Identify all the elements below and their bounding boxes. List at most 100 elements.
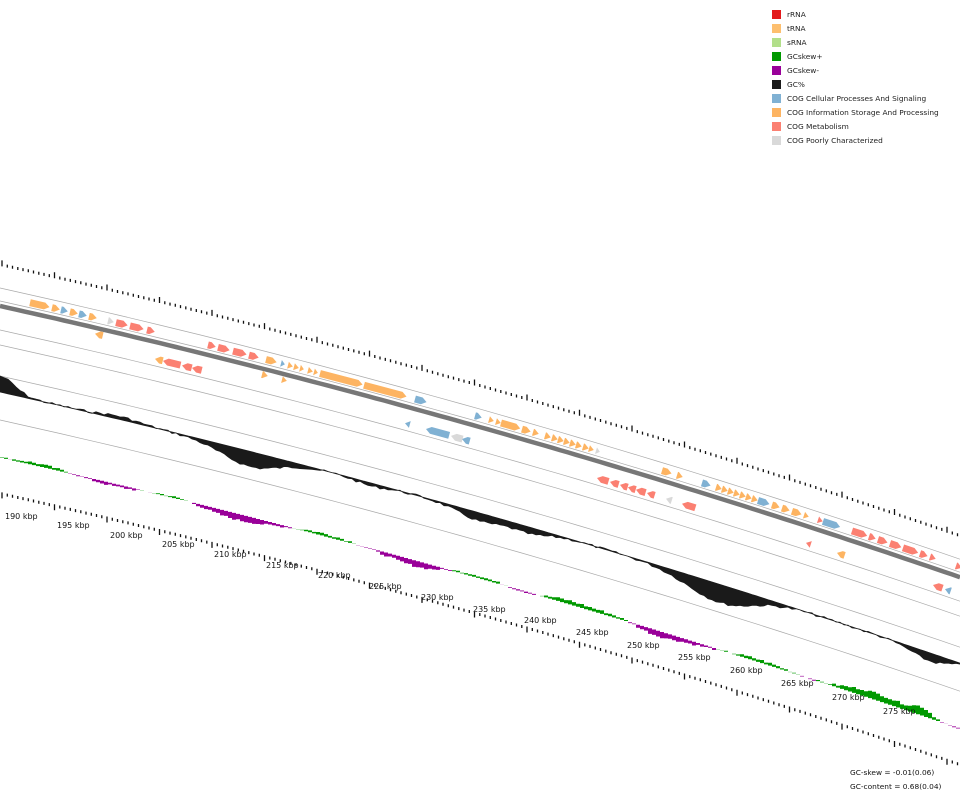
gene-arrow-66 <box>281 376 287 383</box>
gene-arrow-10 <box>146 326 155 335</box>
gene-arrow-1 <box>29 299 50 310</box>
gene-arrow-45 <box>726 487 734 495</box>
gene-arrow-33 <box>557 436 564 444</box>
gene-arrow-31 <box>544 432 551 440</box>
gene-arrow-47 <box>738 491 746 499</box>
gene-arrow-14 <box>248 351 259 360</box>
gene-arrow-17 <box>287 361 293 369</box>
kbp-label-235: 235 kbp <box>473 605 506 614</box>
tick-marks-bottom <box>1 492 959 766</box>
gene-arrow-87 <box>945 587 952 595</box>
kbp-label-190: 190 kbp <box>5 512 38 521</box>
genome-backbone <box>0 303 960 580</box>
gene-arrow-64 <box>954 562 960 570</box>
gene-arrow-60 <box>888 540 902 550</box>
gene-arrow-9 <box>129 322 144 332</box>
gene-arrow-16 <box>280 360 285 367</box>
gene-arrow-32 <box>551 434 558 442</box>
guide-line-5 <box>0 375 960 648</box>
gene-arrow-78 <box>620 482 629 491</box>
gene-arrow-77 <box>610 479 620 488</box>
gene-arrow-53 <box>790 507 802 517</box>
gene-arrow-69 <box>163 358 182 369</box>
gene-arrow-73 <box>426 426 451 439</box>
gene-arrow-5 <box>78 310 87 318</box>
gene-arrow-41 <box>675 471 683 479</box>
gene-arrow-25 <box>474 412 482 420</box>
gene-arrow-68 <box>155 356 164 365</box>
gene-arrow-21 <box>313 368 318 376</box>
gene-arrow-71 <box>192 365 203 374</box>
gene-arrow-28 <box>500 419 521 431</box>
gene-arrow-19 <box>299 364 304 372</box>
gene-arrow-84 <box>806 541 812 548</box>
kbp-label-215: 215 kbp <box>266 561 299 570</box>
gene-arrow-20 <box>307 367 313 374</box>
kbp-label-255: 255 kbp <box>678 653 711 662</box>
gene-arrow-35 <box>569 439 576 447</box>
gene-arrow-70 <box>182 363 193 372</box>
feature-track <box>29 299 960 595</box>
gene-arrow-79 <box>628 485 637 493</box>
sequence-stats: GC-skew = -0.01(0.06) GC-content = 0.68(… <box>850 766 941 794</box>
kbp-label-250: 250 kbp <box>627 641 660 650</box>
gene-arrow-76 <box>597 476 610 485</box>
guide-line-4 <box>0 344 960 617</box>
kbp-label-220: 220 kbp <box>318 571 351 580</box>
tick-marks-top <box>1 260 959 537</box>
gene-arrow-72 <box>405 421 411 428</box>
gene-arrow-51 <box>770 501 780 510</box>
legend-swatch-gcskew-plus <box>772 52 781 61</box>
gene-arrow-26 <box>488 416 494 423</box>
gene-arrow-11 <box>207 341 216 350</box>
guide-line-6 <box>0 419 960 692</box>
kbp-label-270: 270 kbp <box>832 693 865 702</box>
gene-arrow-74 <box>451 433 464 443</box>
legend-swatch-cog-poorly <box>772 136 781 145</box>
kbp-label-260: 260 kbp <box>730 666 763 675</box>
gene-arrow-50 <box>756 497 770 506</box>
backbone-line <box>0 303 960 580</box>
gene-arrow-58 <box>867 533 876 541</box>
legend-swatch-gcskew-minus <box>772 66 781 75</box>
kbp-label-210: 210 kbp <box>214 550 247 559</box>
gene-arrow-56 <box>821 518 841 529</box>
gene-arrow-65 <box>261 371 268 379</box>
gene-arrow-86 <box>933 583 944 592</box>
legend-swatch-cog-metabolism <box>772 122 781 131</box>
legend-swatch-cog-information <box>772 108 781 117</box>
tick-marks <box>1 260 959 766</box>
legend-swatch-cog-cellular <box>772 94 781 103</box>
legend-swatch-trna <box>772 24 781 33</box>
gene-arrow-80 <box>636 487 647 496</box>
gc-content-stat: GC-content = 0.68(0.04) <box>850 782 942 791</box>
gene-arrow-55 <box>816 516 823 524</box>
gene-arrow-3 <box>60 306 68 314</box>
gene-arrow-12 <box>217 344 230 353</box>
gc-content-track <box>0 375 960 665</box>
gc-skew-negative <box>8 459 960 732</box>
gene-arrow-57 <box>850 527 868 538</box>
kbp-label-245: 245 kbp <box>576 628 609 637</box>
gene-arrow-22 <box>319 370 363 387</box>
guide-line-3 <box>0 329 960 602</box>
gene-arrow-6 <box>88 312 97 321</box>
gene-arrow-82 <box>666 496 673 504</box>
gene-arrow-18 <box>293 363 299 371</box>
gene-arrow-43 <box>714 483 722 491</box>
gene-arrow-49 <box>750 495 758 503</box>
track-guide-lines <box>0 287 960 692</box>
kbp-label-240: 240 kbp <box>524 616 557 625</box>
gene-arrow-13 <box>232 347 247 357</box>
gene-arrow-24 <box>414 395 427 405</box>
gene-arrow-37 <box>582 443 589 451</box>
scale-labels: 190 kbp 195 kbp 200 kbp 205 kbp 210 kbp … <box>5 512 916 716</box>
gene-arrow-29 <box>521 425 531 434</box>
gene-arrow-40 <box>660 467 672 476</box>
kbp-label-205: 205 kbp <box>162 540 195 549</box>
gene-arrow-46 <box>732 489 740 497</box>
gene-arrow-61 <box>901 544 919 555</box>
gene-arrow-48 <box>744 493 752 501</box>
